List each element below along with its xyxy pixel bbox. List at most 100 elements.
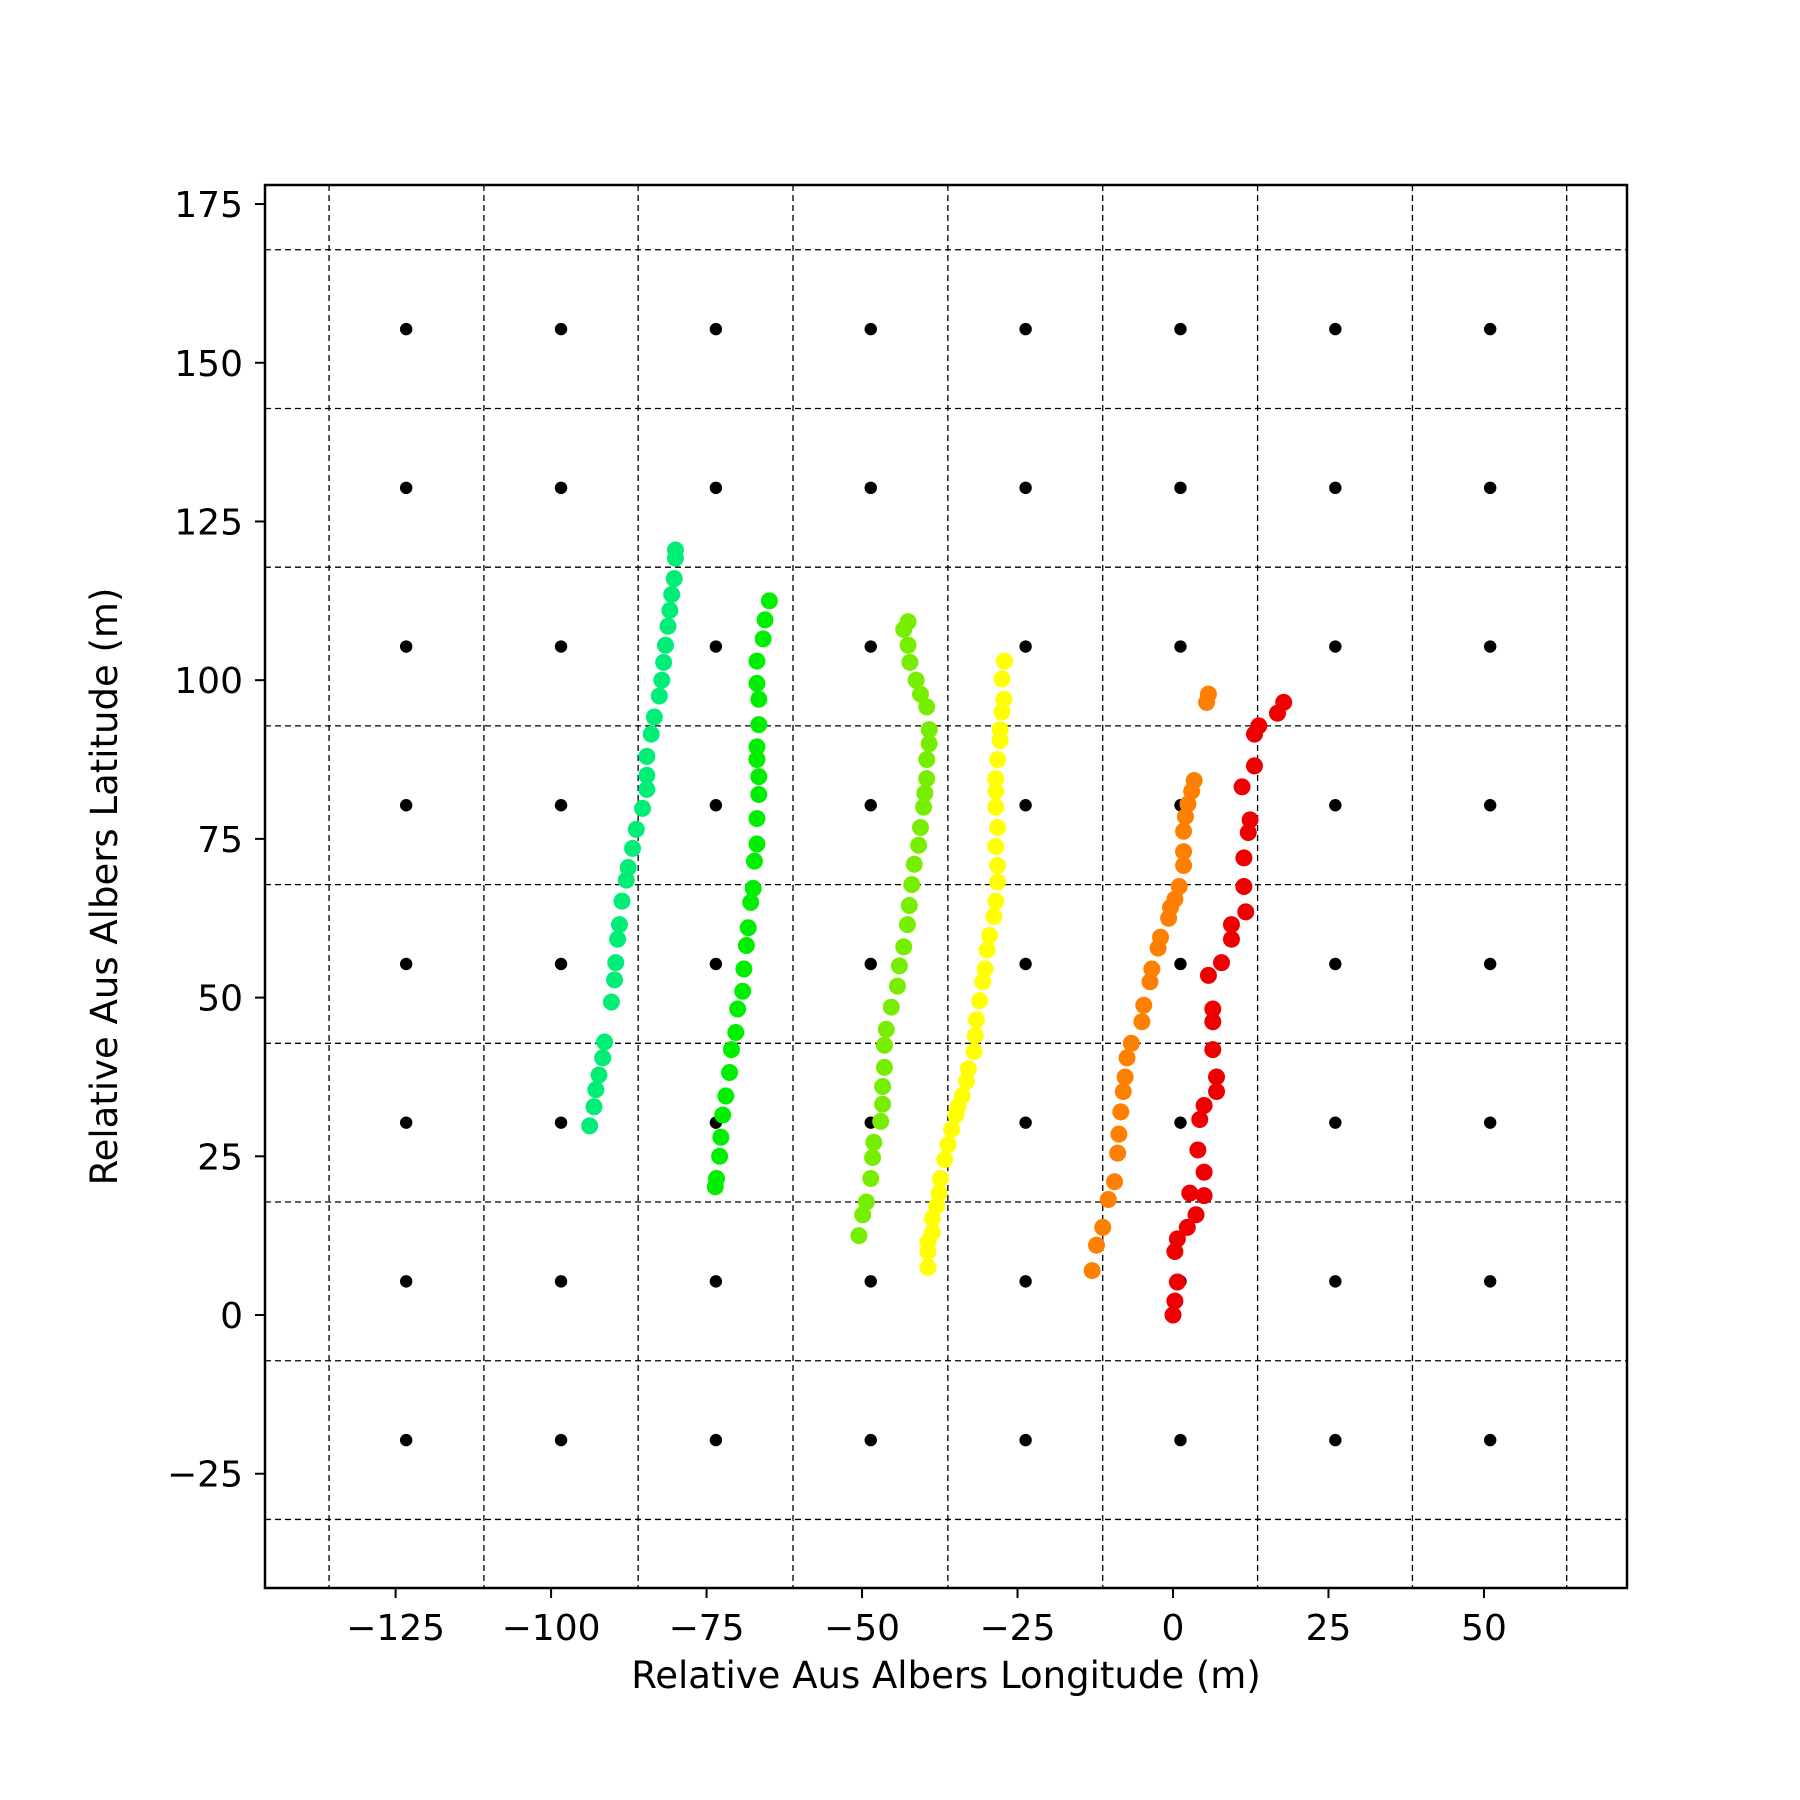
grid-center-point <box>1483 322 1497 336</box>
data-point <box>1143 960 1161 978</box>
data-point <box>739 919 757 937</box>
data-point <box>594 1049 612 1067</box>
grid-center-point <box>1019 322 1032 336</box>
data-point <box>653 671 671 689</box>
data-point <box>850 1227 868 1245</box>
data-point <box>627 820 645 838</box>
data-point <box>920 735 938 753</box>
x-tick-label: −75 <box>669 1608 745 1649</box>
series-points <box>581 541 1293 1324</box>
data-point <box>912 818 930 836</box>
grid-center-point <box>1329 322 1342 336</box>
data-point <box>978 941 996 959</box>
data-point <box>1166 1292 1184 1310</box>
grid-center-point <box>554 1275 568 1288</box>
grid-center-point <box>554 640 568 653</box>
data-point <box>976 960 994 978</box>
grid-center-point <box>709 799 723 812</box>
x-axis-ticks: −125 −100 −75 −50 −25 0 25 50 <box>346 1588 1507 1649</box>
grid-center-point <box>1174 957 1187 971</box>
data-point <box>645 708 663 726</box>
x-tick-label: 25 <box>1306 1608 1352 1649</box>
y-tick-label: 25 <box>197 1137 243 1178</box>
data-point <box>1204 1013 1222 1031</box>
data-point <box>1112 1103 1130 1121</box>
data-point <box>590 1066 608 1084</box>
y-axis-ticks: −25 0 25 50 75 100 125 150 175 <box>167 185 265 1496</box>
grid-center-point <box>1174 1116 1187 1129</box>
data-point <box>748 674 766 692</box>
data-point <box>872 1112 890 1130</box>
data-point <box>1191 1110 1209 1128</box>
data-point <box>907 671 925 689</box>
grid-center-point <box>1174 640 1187 653</box>
data-point <box>729 1000 747 1018</box>
data-point <box>606 971 624 989</box>
data-point <box>910 836 928 854</box>
data-point <box>727 1024 745 1042</box>
data-point <box>587 1081 605 1099</box>
data-point <box>1114 1083 1132 1101</box>
data-point <box>865 1133 883 1151</box>
data-point <box>989 818 1007 836</box>
data-point <box>895 938 913 956</box>
data-point <box>1195 1187 1213 1205</box>
data-point <box>737 937 755 955</box>
data-point <box>1088 1236 1106 1254</box>
grid-center-point <box>864 957 877 971</box>
data-point <box>748 652 766 670</box>
data-point <box>748 810 766 828</box>
grid-center-point <box>399 640 413 653</box>
data-point <box>899 613 917 631</box>
data-point <box>1106 1173 1124 1191</box>
data-point <box>1116 1068 1134 1086</box>
data-point <box>899 636 917 654</box>
data-point <box>1245 757 1263 775</box>
grid-center-point <box>1483 1433 1497 1447</box>
grid-center-point <box>709 957 723 971</box>
data-point <box>931 1170 949 1188</box>
data-point <box>987 798 1005 816</box>
data-point <box>989 751 1007 769</box>
grid-center-point <box>1329 1116 1342 1129</box>
data-point <box>585 1098 603 1116</box>
data-point <box>974 973 992 991</box>
x-tick-label: 0 <box>1162 1608 1185 1649</box>
data-point <box>1099 1190 1117 1208</box>
grid-center-point <box>1174 481 1187 495</box>
data-point <box>745 852 763 870</box>
x-axis-label: Relative Aus Albers Longitude (m) <box>631 1654 1261 1697</box>
data-point <box>665 570 683 588</box>
grid-center-point <box>554 957 568 971</box>
y-tick-label: 0 <box>220 1296 243 1337</box>
data-point <box>890 957 908 975</box>
data-point <box>965 1043 983 1061</box>
data-point <box>1152 928 1170 946</box>
grid-center-point <box>554 799 568 812</box>
data-point <box>920 721 938 739</box>
y-tick-label: 175 <box>174 185 243 226</box>
data-point <box>1208 1068 1226 1086</box>
data-series <box>919 652 1013 1276</box>
grid-center-point <box>399 1116 413 1129</box>
data-point <box>1122 1034 1140 1052</box>
data-point <box>711 1147 729 1165</box>
grid-center-point <box>1174 322 1187 336</box>
data-point <box>1176 808 1194 826</box>
data-point <box>655 653 673 671</box>
grid-center-point <box>554 1116 568 1129</box>
data-point <box>1175 822 1193 840</box>
data-point <box>953 1087 971 1105</box>
data-point <box>1204 1000 1222 1018</box>
data-point <box>1233 778 1251 796</box>
x-tick-label: 50 <box>1461 1608 1507 1649</box>
data-point <box>918 770 936 788</box>
data-point <box>642 725 660 743</box>
data-point <box>663 585 681 603</box>
grid-center-point <box>399 1433 413 1447</box>
grid-center-point <box>864 1275 877 1288</box>
grid-center-point <box>399 799 413 812</box>
grid-center-point <box>1329 481 1342 495</box>
data-point <box>613 892 631 910</box>
y-tick-label: 150 <box>174 344 243 385</box>
